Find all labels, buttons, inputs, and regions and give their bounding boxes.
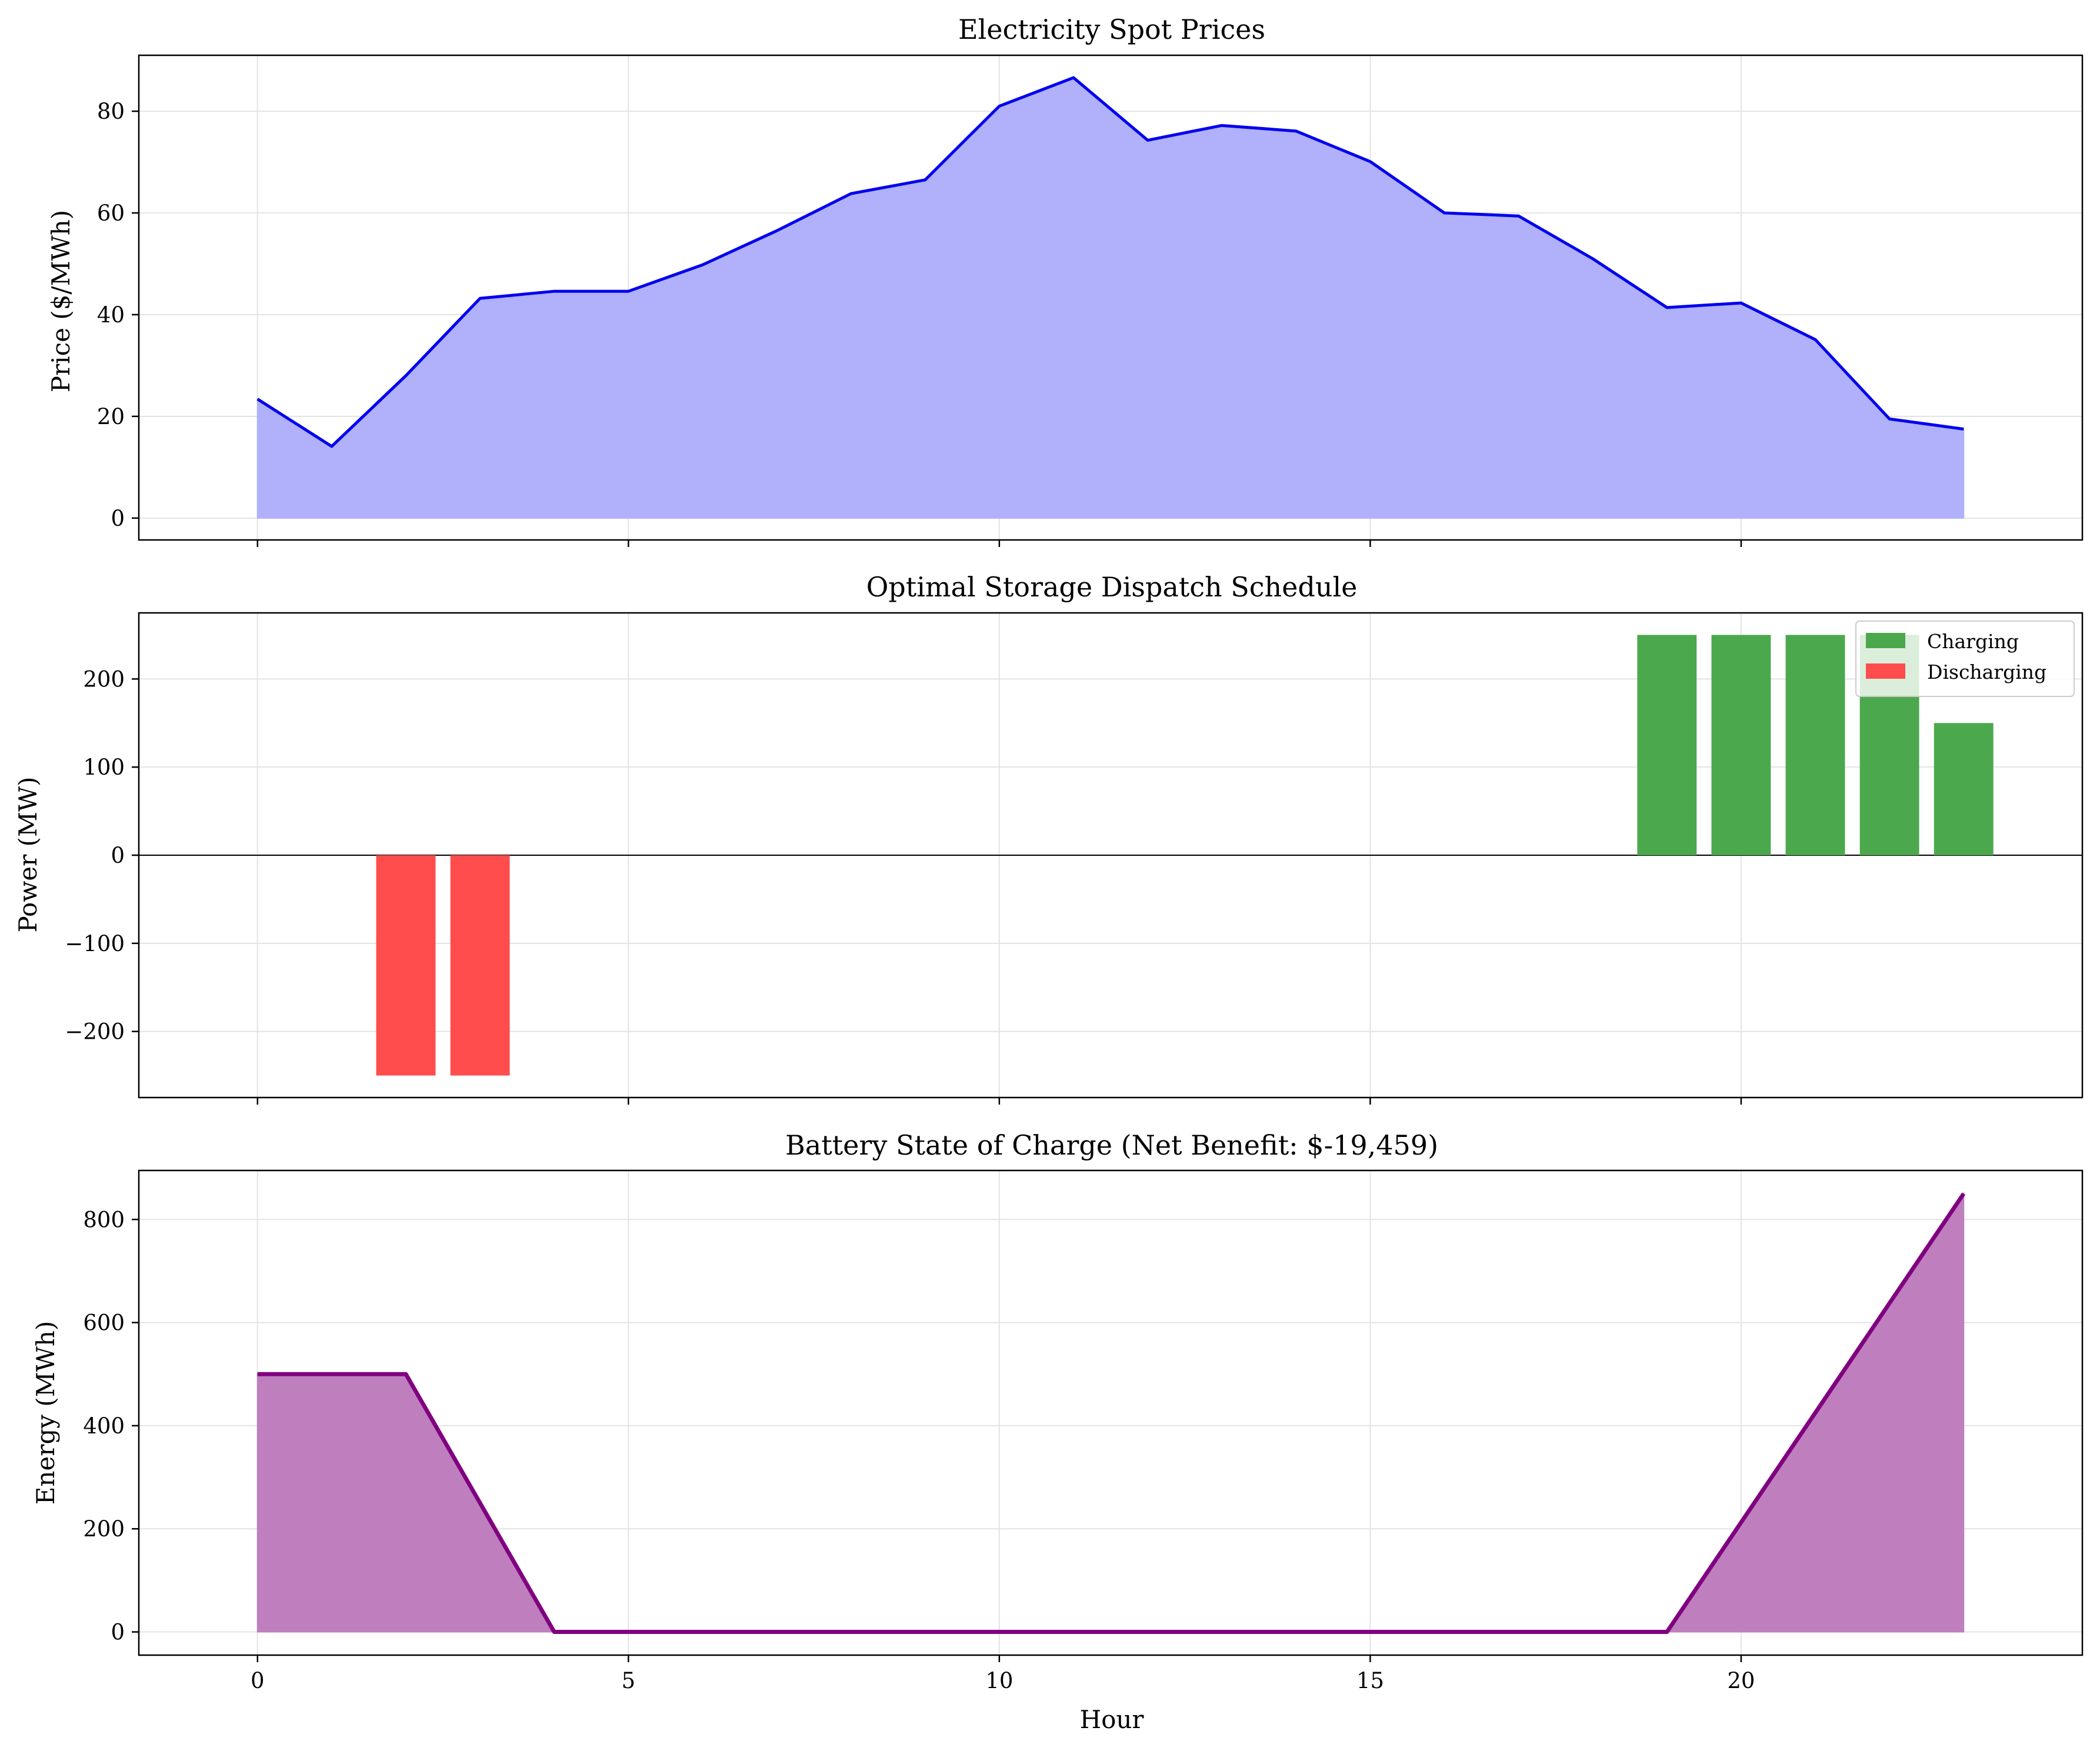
soc-y-tick-label: 400: [83, 1413, 125, 1439]
price-axes-frame: [138, 54, 2084, 541]
soc-x-tick-label: 5: [622, 1668, 636, 1693]
discharging-bar: [450, 855, 510, 1076]
dispatch-legend: Charging Discharging: [1855, 621, 2075, 697]
charging-bar: [1637, 635, 1697, 855]
soc-y-axis-label: Energy (MWh): [31, 1321, 60, 1505]
legend-swatch-discharging: [1866, 663, 1905, 679]
price-plot-area: 0 20 40 60 80: [97, 54, 2084, 547]
dispatch-y-tick-label: 100: [83, 755, 125, 780]
dispatch-panel: Optimal Storage Dispatch Schedule Power …: [14, 571, 2084, 1105]
price-y-tick-label: 60: [97, 201, 125, 226]
charging-bar: [1785, 635, 1845, 855]
dispatch-y-axis-label: Power (MW): [14, 776, 42, 932]
price-y-axis-label: Price ($/MWh): [46, 210, 75, 392]
charging-bar: [1934, 723, 1994, 855]
price-y-tick-label: 40: [97, 302, 125, 328]
soc-y-tick-label: 0: [111, 1620, 125, 1645]
x-axis-label: Hour: [1079, 1705, 1144, 1734]
price-y-tick-label: 20: [97, 404, 125, 429]
dispatch-y-tick-label: −100: [65, 931, 125, 956]
dispatch-plot-area: −200 −100 0 100 200: [65, 612, 2084, 1105]
price-y-tick-label: 80: [97, 99, 125, 124]
dispatch-chart-title: Optimal Storage Dispatch Schedule: [866, 571, 1358, 603]
soc-series-line: [257, 1192, 1966, 1635]
dispatch-y-tick-label: −200: [65, 1019, 125, 1045]
soc-x-tick-label: 15: [1356, 1668, 1384, 1693]
soc-y-tick-label: 600: [83, 1310, 125, 1336]
dispatch-y-tick-label: 0: [111, 843, 125, 868]
soc-x-tick-label: 10: [985, 1668, 1013, 1693]
legend-label-charging: Charging: [1927, 630, 2019, 653]
price-y-tick-label: 0: [111, 506, 125, 531]
price-panel: Electricity Spot Prices Price ($/MWh) 0 2…: [46, 14, 2084, 547]
charging-bar: [1711, 635, 1771, 855]
soc-axes-frame: [138, 1169, 2084, 1656]
legend-label-discharging: Discharging: [1927, 661, 2046, 683]
soc-panel: Battery State of Charge (Net Benefit: $-…: [31, 1129, 2084, 1734]
discharging-bar: [376, 855, 436, 1076]
price-chart-title: Electricity Spot Prices: [958, 14, 1265, 45]
soc-x-tick-label: 0: [251, 1668, 265, 1693]
soc-y-tick-label: 800: [83, 1207, 125, 1232]
soc-y-tick-label: 200: [83, 1516, 125, 1542]
legend-swatch-charging: [1866, 633, 1905, 648]
dispatch-y-tick-label: 200: [83, 666, 125, 692]
soc-chart-title: Battery State of Charge (Net Benefit: $-…: [785, 1129, 1438, 1161]
soc-x-tick-label: 20: [1727, 1668, 1755, 1693]
price-series-line: [256, 76, 1964, 448]
